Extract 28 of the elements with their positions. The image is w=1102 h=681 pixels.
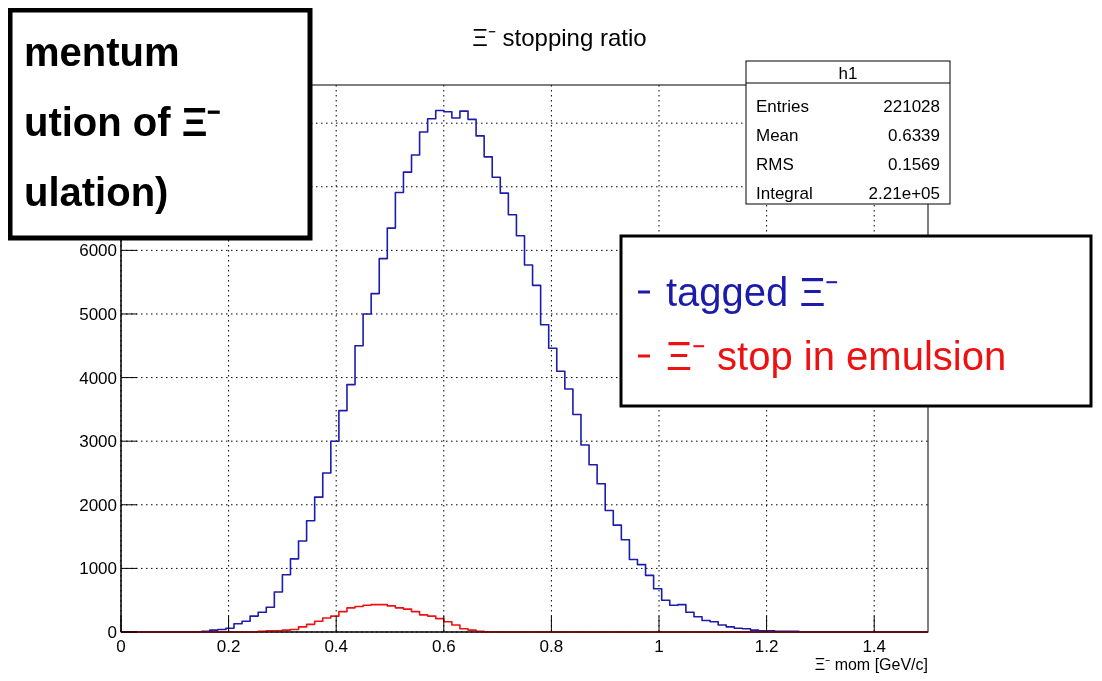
x-tick-label: 1: [654, 637, 664, 656]
x-tick-label: 1.2: [754, 637, 779, 656]
y-tick-label: 3000: [79, 432, 117, 452]
annotation: 0.6339: [888, 126, 940, 145]
chart-title: Ξ⁻ stopping ratio: [472, 24, 647, 51]
annotation: Mean: [756, 126, 799, 145]
y-tick-label: 0: [107, 623, 117, 642]
annotation: RMS: [756, 155, 794, 174]
x-tick-label: 0.6: [431, 637, 456, 656]
y-tick-label: 1000: [79, 559, 117, 579]
y-tick-label: 6000: [79, 241, 117, 261]
legend-label: tagged Ξ⁻: [666, 270, 840, 314]
annotation: 2.21e+05: [868, 184, 940, 203]
annotation: 0.1569: [888, 155, 940, 174]
annotation: mentum ution of Ξ⁻ ulation): [24, 30, 222, 214]
x-axis-title: Ξ⁻ mom [GeV/c]: [814, 656, 928, 673]
x-tick-label: 1.4: [862, 637, 887, 656]
x-tick-label: 0.2: [216, 637, 241, 656]
annotation: 221028: [883, 97, 940, 116]
y-tick-label: 4000: [79, 368, 117, 388]
x-tick-label: 0.8: [539, 637, 564, 656]
legend-label: Ξ⁻ stop in emulsion: [666, 334, 1007, 378]
x-tick-label: 0.4: [324, 637, 349, 656]
y-tick-label: 2000: [79, 495, 117, 515]
annotation: Entries: [756, 97, 809, 116]
text: h1: [838, 64, 858, 83]
y-tick-label: 5000: [79, 304, 117, 324]
annotation: Integral: [756, 184, 813, 203]
